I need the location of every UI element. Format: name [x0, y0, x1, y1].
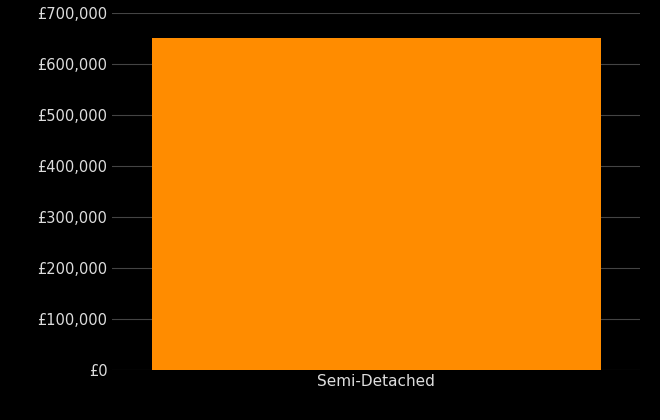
- Bar: [152, 38, 601, 370]
